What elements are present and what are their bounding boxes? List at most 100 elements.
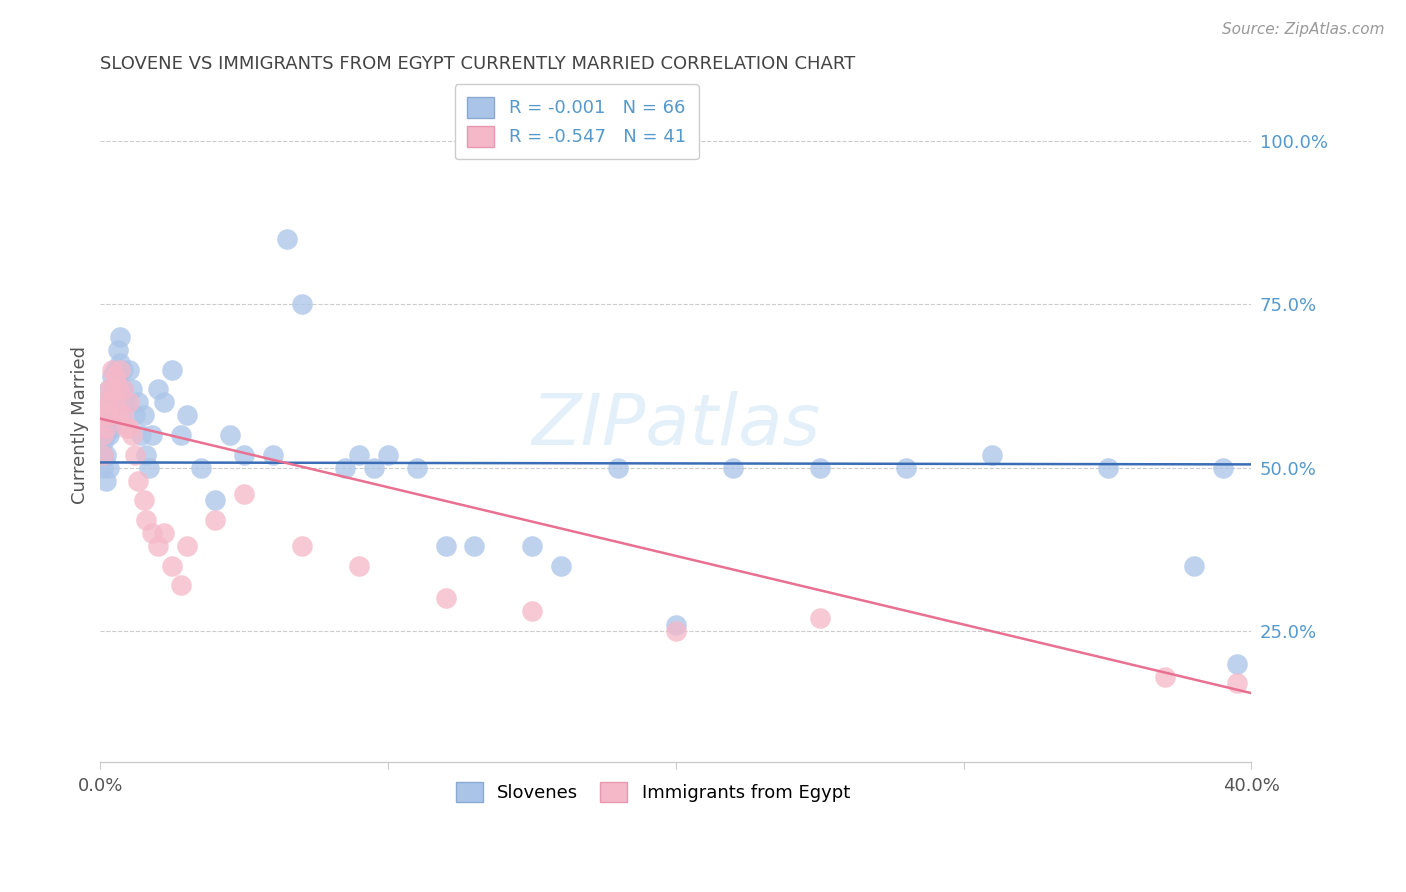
Point xyxy=(112,382,135,396)
Point xyxy=(146,382,169,396)
Point xyxy=(94,409,117,423)
Point xyxy=(91,460,114,475)
Point xyxy=(233,487,256,501)
Point xyxy=(94,395,117,409)
Point xyxy=(112,362,135,376)
Point xyxy=(723,460,745,475)
Point xyxy=(127,395,149,409)
Point xyxy=(1212,460,1234,475)
Point xyxy=(115,395,138,409)
Point xyxy=(98,382,121,396)
Point xyxy=(101,362,124,376)
Point xyxy=(170,428,193,442)
Point xyxy=(520,604,543,618)
Point xyxy=(665,617,688,632)
Point xyxy=(132,409,155,423)
Text: ZIPatlas: ZIPatlas xyxy=(531,391,820,459)
Point xyxy=(141,428,163,442)
Point xyxy=(262,448,284,462)
Point xyxy=(550,558,572,573)
Text: SLOVENE VS IMMIGRANTS FROM EGYPT CURRENTLY MARRIED CORRELATION CHART: SLOVENE VS IMMIGRANTS FROM EGYPT CURRENT… xyxy=(100,55,856,73)
Point xyxy=(808,611,831,625)
Point xyxy=(434,591,457,606)
Point xyxy=(94,395,117,409)
Point xyxy=(118,395,141,409)
Point xyxy=(104,395,127,409)
Point xyxy=(170,578,193,592)
Point xyxy=(135,513,157,527)
Point xyxy=(94,421,117,435)
Point xyxy=(118,421,141,435)
Point xyxy=(101,421,124,435)
Point xyxy=(349,448,371,462)
Point xyxy=(406,460,429,475)
Point xyxy=(141,526,163,541)
Point xyxy=(112,382,135,396)
Text: Source: ZipAtlas.com: Source: ZipAtlas.com xyxy=(1222,22,1385,37)
Point xyxy=(1097,460,1119,475)
Point xyxy=(118,362,141,376)
Point xyxy=(233,448,256,462)
Point xyxy=(107,369,129,384)
Point xyxy=(808,460,831,475)
Point xyxy=(121,382,143,396)
Point xyxy=(127,474,149,488)
Point xyxy=(377,448,399,462)
Point xyxy=(94,448,117,462)
Point xyxy=(94,428,117,442)
Point xyxy=(162,362,184,376)
Point xyxy=(981,448,1004,462)
Point xyxy=(434,539,457,553)
Point xyxy=(107,343,129,357)
Point xyxy=(98,409,121,423)
Point xyxy=(204,513,226,527)
Point xyxy=(124,409,146,423)
Point xyxy=(1154,670,1177,684)
Point xyxy=(607,460,630,475)
Point xyxy=(98,460,121,475)
Point xyxy=(101,395,124,409)
Point xyxy=(104,362,127,376)
Point xyxy=(1226,657,1249,671)
Point xyxy=(190,460,212,475)
Point xyxy=(104,369,127,384)
Point xyxy=(894,460,917,475)
Point xyxy=(1182,558,1205,573)
Point xyxy=(110,330,132,344)
Point xyxy=(91,434,114,449)
Point xyxy=(110,362,132,376)
Point xyxy=(135,448,157,462)
Point xyxy=(132,493,155,508)
Point xyxy=(101,382,124,396)
Point xyxy=(349,558,371,573)
Point xyxy=(152,526,174,541)
Point xyxy=(91,448,114,462)
Point xyxy=(107,395,129,409)
Point xyxy=(291,539,314,553)
Point xyxy=(176,539,198,553)
Point xyxy=(104,409,127,423)
Point xyxy=(162,558,184,573)
Point xyxy=(98,395,121,409)
Point xyxy=(129,428,152,442)
Point xyxy=(463,539,485,553)
Point xyxy=(333,460,356,475)
Point xyxy=(98,382,121,396)
Point xyxy=(1226,676,1249,690)
Point xyxy=(101,369,124,384)
Point xyxy=(107,382,129,396)
Point xyxy=(138,460,160,475)
Point xyxy=(146,539,169,553)
Point xyxy=(276,232,298,246)
Point xyxy=(520,539,543,553)
Y-axis label: Currently Married: Currently Married xyxy=(72,346,89,504)
Point xyxy=(121,428,143,442)
Point xyxy=(176,409,198,423)
Point xyxy=(94,421,117,435)
Point xyxy=(152,395,174,409)
Point xyxy=(124,448,146,462)
Point xyxy=(115,421,138,435)
Point xyxy=(665,624,688,638)
Point xyxy=(98,409,121,423)
Legend: Slovenes, Immigrants from Egypt: Slovenes, Immigrants from Egypt xyxy=(444,771,860,814)
